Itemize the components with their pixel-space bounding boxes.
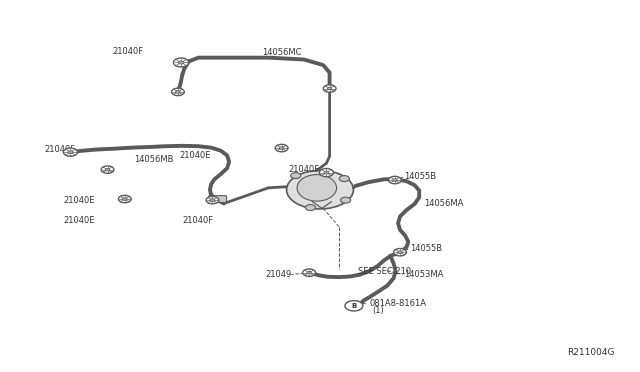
- Circle shape: [339, 176, 349, 182]
- Circle shape: [319, 169, 333, 177]
- Circle shape: [175, 90, 180, 93]
- Text: 14056MC: 14056MC: [262, 48, 302, 57]
- Circle shape: [345, 301, 363, 311]
- Ellipse shape: [287, 170, 353, 209]
- Text: 14056MB: 14056MB: [134, 155, 174, 164]
- Circle shape: [393, 179, 397, 181]
- Circle shape: [179, 61, 184, 64]
- Circle shape: [118, 195, 131, 203]
- Circle shape: [106, 168, 110, 171]
- FancyBboxPatch shape: [209, 196, 227, 202]
- Circle shape: [68, 151, 73, 154]
- Circle shape: [63, 148, 77, 156]
- Ellipse shape: [297, 174, 337, 201]
- Circle shape: [388, 176, 401, 184]
- Text: 21040E: 21040E: [63, 196, 95, 205]
- Circle shape: [101, 166, 114, 173]
- Circle shape: [172, 88, 184, 96]
- Text: (1): (1): [372, 306, 384, 315]
- Text: 21040E: 21040E: [63, 216, 95, 225]
- Text: 14056MA: 14056MA: [424, 199, 464, 208]
- Circle shape: [398, 251, 403, 254]
- Circle shape: [303, 269, 316, 276]
- Text: 21040F: 21040F: [113, 47, 144, 56]
- Circle shape: [328, 87, 332, 90]
- Circle shape: [291, 173, 301, 179]
- Text: 081A8-8161A: 081A8-8161A: [369, 299, 426, 308]
- Circle shape: [323, 85, 336, 92]
- Circle shape: [324, 171, 329, 174]
- Text: 21040F: 21040F: [182, 216, 214, 225]
- Text: SEE SEC.210: SEE SEC.210: [358, 267, 412, 276]
- Circle shape: [394, 248, 406, 256]
- Text: 14055B: 14055B: [410, 244, 442, 253]
- Circle shape: [307, 271, 312, 274]
- Text: 21049: 21049: [265, 270, 291, 279]
- Circle shape: [275, 144, 288, 152]
- Text: B: B: [351, 303, 356, 309]
- Circle shape: [340, 197, 351, 203]
- Circle shape: [210, 199, 215, 201]
- Circle shape: [173, 58, 189, 67]
- Circle shape: [206, 196, 219, 204]
- Circle shape: [305, 205, 316, 211]
- Text: 21040F: 21040F: [45, 145, 76, 154]
- Text: 14053MA: 14053MA: [404, 270, 444, 279]
- Text: 21040F: 21040F: [288, 165, 319, 174]
- Circle shape: [280, 147, 284, 149]
- Text: 14055B: 14055B: [404, 172, 436, 181]
- Text: R211004G: R211004G: [567, 348, 614, 357]
- Circle shape: [123, 198, 127, 200]
- Text: 21040E: 21040E: [180, 151, 211, 160]
